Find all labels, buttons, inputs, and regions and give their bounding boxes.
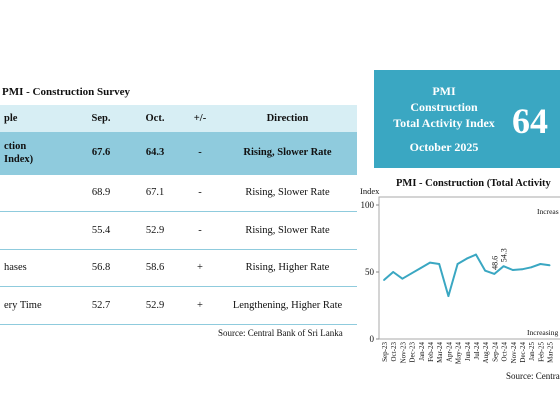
cell-direction: Rising, Slower Rate <box>245 224 330 236</box>
data-point <box>521 268 523 271</box>
survey-table: ple Sep. Oct. +/- Direction ction Index) … <box>0 105 357 325</box>
pmi-box-value: 64 <box>512 101 548 141</box>
x-tick-label: May-24 <box>455 342 463 365</box>
cell-change: - <box>198 187 202 199</box>
row-label <box>0 174 74 212</box>
plot-frame <box>378 196 560 340</box>
cell-direction: Rising, Higher Rate <box>245 262 330 274</box>
x-tick-label: Sep-23 <box>381 342 389 362</box>
data-point <box>383 279 385 281</box>
data-point <box>447 295 450 298</box>
y-tick-label: 0 <box>370 334 375 344</box>
x-tick-label: Nov-23 <box>399 342 407 364</box>
data-point <box>548 264 551 267</box>
row-label: ction Index) <box>0 132 74 174</box>
x-tick-label: Feb-24 <box>427 342 435 362</box>
data-label: 48.6 <box>490 256 499 270</box>
table-row: ery Time 52.7 52.9 + Lengthening, Higher… <box>0 287 357 324</box>
row-label: hases <box>4 262 27 274</box>
x-tick-label: Oct-24 <box>501 342 509 362</box>
x-tick-label: Dec-24 <box>519 342 527 363</box>
table-row: ction Index) 67.6 64.3 - Rising, Slower R… <box>0 132 357 174</box>
col-header-sep: Sep. <box>91 113 111 124</box>
data-point <box>419 267 422 269</box>
data-point <box>530 266 533 269</box>
x-tick-label: Sep-24 <box>491 342 499 362</box>
row-label-line1: ction <box>4 140 27 152</box>
data-point <box>392 271 395 273</box>
data-point <box>539 263 542 265</box>
cell-sep: 55.4 <box>91 224 111 236</box>
chart-source-note: Source: Centra <box>506 371 560 381</box>
data-point <box>511 269 514 271</box>
pmi-box-line2: Construction <box>410 100 478 114</box>
cell-direction: Rising, Slower Rate <box>245 187 330 199</box>
survey-header-row: ple Sep. Oct. +/- Direction <box>0 105 357 132</box>
col-header-variable: ple <box>4 113 18 124</box>
table-row: 68.9 67.1 - Rising, Slower Rate <box>0 174 357 212</box>
x-tick-label: Jun-24 <box>464 342 472 362</box>
cell-change: + <box>197 299 203 311</box>
cell-oct: 67.1 <box>145 187 165 199</box>
data-point <box>401 277 404 280</box>
data-point <box>493 272 496 275</box>
x-tick-label: Mar-25 <box>547 342 555 363</box>
data-point <box>429 261 431 264</box>
x-tick-label: Oct-23 <box>390 342 398 362</box>
cell-change: + <box>197 262 203 274</box>
data-point <box>410 272 413 275</box>
y-axis-label: Index <box>360 186 380 196</box>
pmi-box-line3: Total Activity Index <box>393 116 495 130</box>
data-label: 54.3 <box>500 248 509 262</box>
col-header-change: +/- <box>193 113 207 124</box>
y-tick-label: 100 <box>361 200 375 210</box>
data-point <box>475 253 477 256</box>
cell-sep: 56.8 <box>91 262 111 274</box>
data-point <box>484 269 487 272</box>
x-tick-label: Jan-25 <box>528 342 536 361</box>
x-tick-label: Apr-24 <box>445 342 453 363</box>
table-row: 55.4 52.9 - Rising, Slower Rate <box>0 212 357 250</box>
cell-oct: 52.9 <box>145 224 165 236</box>
row-label <box>0 212 74 250</box>
row-label-line2: Index) <box>4 153 34 165</box>
x-tick-label: Aug-24 <box>482 342 490 364</box>
cell-direction: Rising, Slower Rate <box>243 147 332 159</box>
cell-sep: 67.6 <box>91 147 111 159</box>
x-tick-label: Jul-24 <box>473 342 481 360</box>
data-point <box>502 265 505 268</box>
chart-title: PMI - Construction (Total Activity <box>396 178 551 189</box>
row-label: ery Time <box>4 299 42 311</box>
cell-sep: 52.7 <box>91 299 111 311</box>
series-line <box>383 253 550 298</box>
cell-oct: 52.9 <box>145 299 165 311</box>
x-tick-label: Feb-25 <box>537 342 545 362</box>
x-tick-label: Jan-24 <box>418 342 426 361</box>
col-header-direction: Direction <box>266 113 309 124</box>
data-point <box>465 257 468 260</box>
cell-oct: 64.3 <box>145 147 165 159</box>
cell-oct: 58.6 <box>145 262 165 274</box>
x-tick-label: Dec-23 <box>409 342 417 363</box>
annotation-top: Increas <box>537 207 559 216</box>
pmi-summary-box: PMI Construction Total Activity Index Oc… <box>374 70 560 168</box>
col-header-oct: Oct. <box>145 113 165 124</box>
cell-direction: Lengthening, Higher Rate <box>232 299 343 311</box>
table-row: hases 56.8 58.6 + Rising, Higher Rate <box>0 249 357 287</box>
y-tick-label: 50 <box>365 267 375 277</box>
cell-change: - <box>198 147 202 159</box>
pmi-box-period: October 2025 <box>409 140 479 154</box>
cell-sep: 68.9 <box>91 187 111 199</box>
x-tick-label: Nov-24 <box>510 342 518 364</box>
data-point <box>438 263 441 265</box>
survey-title: PMI - Construction Survey <box>2 86 131 98</box>
x-tick-label: Mar-24 <box>436 342 444 363</box>
pmi-box-line1: PMI <box>432 84 456 98</box>
table-source-note: Source: Central Bank of Sri Lanka <box>218 328 343 338</box>
annotation-bottom: Increasing <box>527 328 558 337</box>
cell-change: - <box>198 224 202 236</box>
data-point <box>456 263 459 265</box>
